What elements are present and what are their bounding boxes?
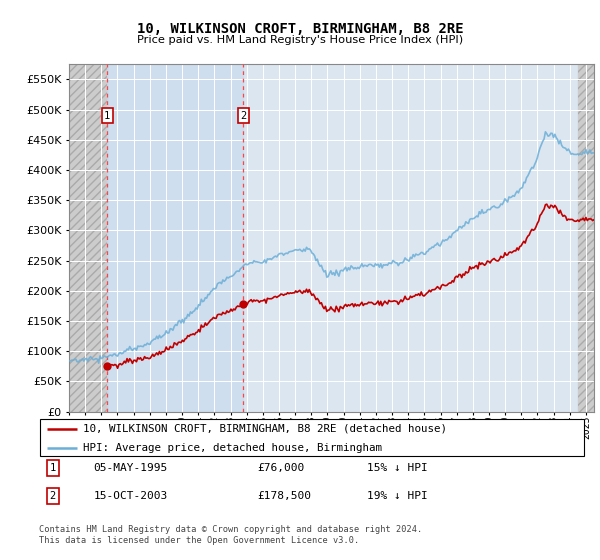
Text: 10, WILKINSON CROFT, BIRMINGHAM, B8 2RE (detached house): 10, WILKINSON CROFT, BIRMINGHAM, B8 2RE …	[83, 424, 446, 434]
Text: 15-OCT-2003: 15-OCT-2003	[94, 491, 168, 501]
Text: £76,000: £76,000	[257, 463, 305, 473]
Bar	[69, 64, 107, 412]
Bar	[107, 64, 243, 412]
Text: 2: 2	[240, 111, 247, 121]
Bar	[578, 64, 594, 412]
Text: £178,500: £178,500	[257, 491, 311, 501]
Text: 1: 1	[50, 463, 56, 473]
Text: 15% ↓ HPI: 15% ↓ HPI	[367, 463, 427, 473]
Text: HPI: Average price, detached house, Birmingham: HPI: Average price, detached house, Birm…	[83, 443, 382, 453]
Text: 05-MAY-1995: 05-MAY-1995	[94, 463, 168, 473]
Text: Price paid vs. HM Land Registry's House Price Index (HPI): Price paid vs. HM Land Registry's House …	[137, 35, 463, 45]
Text: 2: 2	[50, 491, 56, 501]
Text: 1: 1	[104, 111, 110, 121]
Bar	[69, 64, 107, 412]
Text: 19% ↓ HPI: 19% ↓ HPI	[367, 491, 427, 501]
Bar	[578, 64, 594, 412]
Text: 10, WILKINSON CROFT, BIRMINGHAM, B8 2RE: 10, WILKINSON CROFT, BIRMINGHAM, B8 2RE	[137, 22, 463, 36]
FancyBboxPatch shape	[40, 419, 584, 456]
Text: Contains HM Land Registry data © Crown copyright and database right 2024.
This d: Contains HM Land Registry data © Crown c…	[39, 525, 422, 545]
